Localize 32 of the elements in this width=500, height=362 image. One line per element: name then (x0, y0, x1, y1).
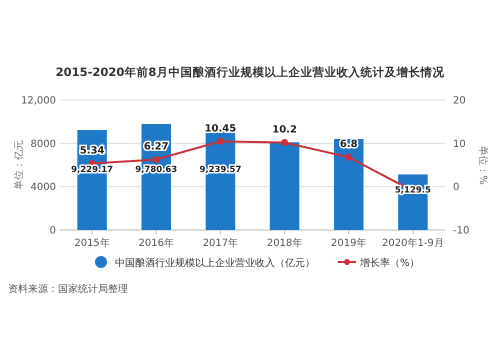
y-tick-label: 4000 (30, 182, 56, 194)
point (216, 138, 224, 145)
legend-label: 增长率（%） (359, 257, 420, 269)
y-tick-label: 12,000 (21, 96, 56, 106)
data-label: 6.27 (144, 141, 169, 152)
x-tick-label: 2019年 (331, 237, 366, 249)
point (281, 138, 288, 146)
legend: 中国酿酒行业规模以上企业营业收入（亿元） (95, 256, 315, 269)
y-tick-label: 8000 (30, 138, 56, 150)
data-label: 6.8 (340, 139, 358, 150)
y-tick-label: 0 (50, 226, 56, 236)
bar (334, 139, 364, 230)
text: 资料来源：国家统计局整理 (8, 283, 128, 295)
legend-label: 中国酿酒行业规模以上企业营业收入（亿元） (115, 257, 315, 269)
x-tick-label: 2018年 (266, 237, 302, 249)
x-tick-label: 2017年 (202, 237, 238, 249)
y2-tick-label: 20 (453, 96, 466, 106)
y-axis-title: 单位：亿元 (13, 140, 25, 190)
point (152, 156, 160, 163)
legend: 增长率（%） (338, 258, 420, 269)
x-tick-label: 2015年 (74, 237, 110, 249)
y2-tick-label: -10 (453, 226, 470, 236)
y2-axis-title: 单位：% (477, 145, 489, 185)
data-label: 10.2 (272, 124, 297, 136)
x-tick-label: 2020年1-9月 (382, 237, 444, 249)
y2-tick-label: 10 (453, 138, 466, 150)
x-tick-label: 2016年 (138, 237, 174, 249)
data-label: 5.34 (80, 146, 104, 157)
chart-title: 2015-2020年前8月中国酿酒行业规模以上企业营业收入统计及增长情况 (56, 65, 446, 79)
point (345, 154, 352, 161)
y2-tick-label: 0 (453, 182, 460, 194)
bar (270, 142, 300, 230)
